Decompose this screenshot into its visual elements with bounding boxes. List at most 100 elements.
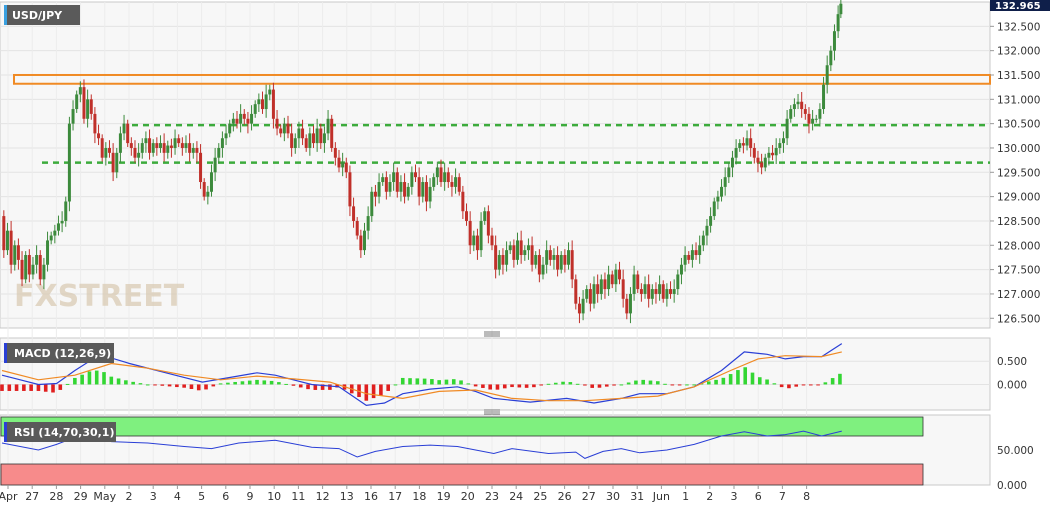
candle-body: [669, 289, 673, 294]
candle-body: [432, 177, 436, 187]
macd-hist-bar: [539, 384, 543, 386]
macd-hist-bar: [269, 380, 274, 385]
candle-body: [574, 279, 578, 304]
date-tick-label: 2: [126, 490, 133, 503]
candle-body: [195, 147, 199, 153]
candle-body: [567, 250, 571, 265]
candle-body: [621, 279, 625, 299]
macd-hist-bar: [437, 380, 441, 385]
candle-body: [512, 245, 516, 260]
candle-body: [639, 289, 643, 294]
candle-body: [199, 152, 203, 183]
candle-body: [308, 133, 312, 148]
price-axis: 132.500 132.000 131.500 131.000 130.500 130.0…: [990, 21, 1040, 325]
macd-hist-bar: [481, 384, 485, 388]
candle-body: [694, 250, 698, 256]
macd-hist-bar: [838, 373, 842, 385]
candle-body: [89, 99, 93, 114]
candle-body: [435, 167, 439, 178]
candle-body: [839, 3, 843, 15]
macd-hist-bar: [298, 384, 303, 388]
macd-hist-bar: [757, 377, 762, 385]
candle-body: [111, 152, 115, 173]
candle-body: [9, 230, 13, 265]
macd-hist-bar: [218, 383, 223, 385]
candle-body: [792, 104, 796, 110]
date-tick-label: 19: [437, 490, 451, 503]
macd-hist-bar: [568, 382, 573, 385]
candle-body: [446, 172, 450, 183]
macd-hist-bar: [306, 384, 310, 390]
candle-body: [158, 143, 162, 148]
candle-body: [836, 14, 840, 32]
candle-body: [614, 269, 618, 285]
macd-hist-bar: [0, 384, 4, 391]
candle-body: [545, 250, 549, 265]
price-tick-label: 129.000: [997, 192, 1040, 204]
macd-hist-bar: [721, 377, 726, 385]
candle-body: [796, 101, 800, 105]
macd-hist-bar: [335, 384, 339, 388]
candle-body: [140, 143, 144, 153]
pair-title: USD/JPY: [12, 9, 63, 22]
candle-body: [107, 147, 111, 153]
candle-body: [384, 177, 388, 192]
candle-body: [82, 87, 86, 119]
candle-body: [603, 279, 607, 290]
candle-body: [319, 128, 323, 144]
price-tick-label: 132.500: [997, 21, 1040, 33]
macd-hist-bar: [160, 384, 165, 386]
date-tick-label: 1: [682, 490, 689, 503]
candle-body: [494, 245, 498, 270]
candle-body: [698, 245, 702, 256]
candle-body: [472, 235, 476, 246]
rsi-resize-handle[interactable]: [484, 409, 500, 415]
candle-body: [213, 157, 217, 173]
candle-body: [148, 138, 152, 153]
candle-body: [31, 264, 35, 275]
candle-body: [352, 206, 356, 221]
candle-body: [468, 220, 472, 246]
candle-body: [741, 143, 745, 146]
macd-hist-bar: [153, 384, 157, 386]
macd-hist-bar: [808, 384, 813, 386]
date-tick-label: 6: [222, 490, 229, 503]
candle-body: [231, 118, 235, 124]
candle-body: [548, 250, 552, 260]
price-tick-label: 132.000: [997, 46, 1040, 58]
macd-hist-bar: [495, 384, 500, 390]
candle-body: [20, 259, 24, 280]
candle-body: [322, 133, 326, 144]
candle-body: [239, 113, 243, 124]
candle-body: [607, 274, 611, 290]
macd-hist-bar: [182, 384, 186, 388]
date-tick-label: 2: [706, 490, 713, 503]
macd-hist-bar: [189, 384, 194, 390]
date-axis: Apr 27 28 29 May 2 3 4 5 6 9 10 11 12 13 16 17 18 19 20 23 24…: [0, 485, 810, 503]
candle-body: [355, 220, 359, 236]
macd-hist-bar: [626, 382, 631, 385]
macd-title-badge: [4, 343, 114, 363]
candle-body: [730, 157, 734, 168]
macd-hist-bar: [510, 384, 514, 388]
candle-body: [173, 138, 177, 148]
pair-title-badge: [4, 5, 80, 25]
macd-resize-handle[interactable]: [484, 331, 500, 337]
candle-body: [337, 157, 341, 168]
date-tick-label: Apr: [0, 490, 18, 503]
candle-body: [115, 152, 119, 173]
date-tick-label: 4: [174, 490, 181, 503]
candle-body: [800, 101, 804, 110]
candle-body: [705, 225, 709, 236]
macd-hist-bar: [444, 379, 449, 385]
date-tick-label: 11: [291, 490, 305, 503]
macd-hist-bar: [29, 384, 33, 391]
candle-body: [250, 113, 254, 124]
candle-body: [100, 138, 104, 158]
candle-body: [97, 133, 101, 139]
macd-hist-bar: [816, 384, 820, 386]
candle-body: [370, 191, 374, 217]
macd-hist-bar: [677, 384, 682, 386]
candle-body: [454, 177, 458, 187]
candle-body: [563, 255, 567, 265]
